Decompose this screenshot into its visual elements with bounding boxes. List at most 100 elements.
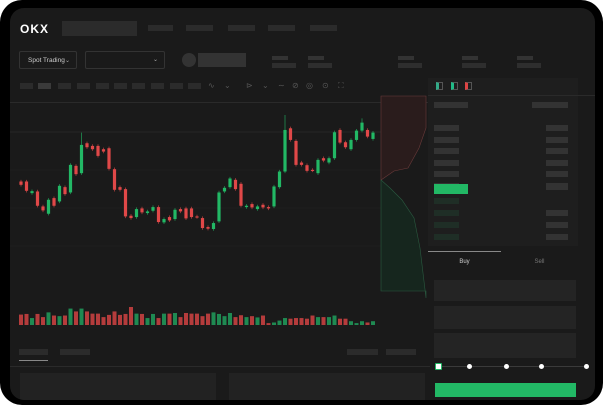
draw-line-icon[interactable]: ⌄ [224, 81, 231, 90]
volume-bar [129, 307, 133, 325]
candle-body [79, 144, 84, 174]
candle-body [162, 219, 166, 223]
active-tab-underline [19, 360, 48, 361]
candlestick-chart[interactable] [10, 8, 430, 338]
bid-price [434, 198, 459, 204]
stat-value [272, 63, 296, 68]
volume-bar [123, 313, 128, 325]
candle-body [101, 149, 106, 152]
volume-bar [24, 313, 29, 325]
candle-body [134, 209, 139, 218]
depth-asks-area [380, 95, 427, 181]
volume-bar [85, 311, 89, 325]
candle-body [316, 159, 320, 174]
indicator-icon[interactable]: ∿ [208, 81, 215, 90]
candle-body [184, 208, 188, 219]
candle-body [343, 142, 348, 148]
slider-stop[interactable] [467, 364, 472, 369]
search-bar[interactable] [62, 21, 137, 36]
orderbook-both-icon[interactable] [436, 82, 443, 90]
filter-button[interactable] [347, 349, 378, 355]
candle-body [24, 181, 29, 191]
price-input[interactable] [434, 280, 576, 301]
fullscreen-icon[interactable]: ⊙ [322, 81, 329, 90]
ask-price [434, 148, 459, 154]
orderbook-asks-icon[interactable] [465, 82, 472, 90]
nav-item[interactable] [148, 25, 173, 31]
volume-bar [162, 313, 166, 325]
timeframe-button[interactable] [58, 83, 71, 89]
camera-icon[interactable]: ⌄ [262, 81, 269, 90]
volume-bar [217, 313, 221, 325]
nav-item[interactable] [228, 25, 255, 31]
pair-dropdown[interactable]: ⌄ [85, 51, 165, 69]
slider-stop[interactable] [539, 364, 544, 369]
ask-size [546, 171, 568, 177]
nav-item[interactable] [268, 25, 295, 31]
ruler-icon[interactable]: ⊳ [246, 81, 253, 90]
tab-sell[interactable]: Sell [534, 259, 545, 265]
slider-handle[interactable] [435, 363, 442, 370]
candle-body [349, 139, 353, 150]
nav-item[interactable] [186, 25, 213, 31]
coin-icon [182, 53, 196, 67]
volume-bar [222, 316, 227, 325]
bid-size [546, 222, 568, 228]
candle-body [145, 211, 150, 214]
slider-stop[interactable] [504, 364, 509, 369]
candle-body [360, 122, 364, 131]
candle-body [206, 227, 210, 229]
tab-open-orders[interactable] [19, 349, 48, 355]
timeframe-button[interactable] [114, 83, 127, 89]
total-input[interactable] [434, 333, 576, 358]
orderbook-bids-icon[interactable] [451, 82, 458, 90]
tab-order-history[interactable] [60, 349, 90, 355]
fullscreen-icon[interactable]: ⊘ [292, 81, 299, 90]
volume-bar [261, 315, 265, 325]
slider-track[interactable] [438, 366, 588, 367]
filter-button[interactable] [386, 349, 416, 355]
timeframe-button[interactable] [188, 83, 201, 89]
candle-body [272, 186, 276, 207]
timeframe-button[interactable] [132, 83, 145, 89]
timeframe-button[interactable] [38, 83, 51, 89]
volume-bar [277, 320, 282, 325]
slider-stop[interactable] [584, 364, 589, 369]
timeframe-button[interactable] [77, 83, 90, 89]
volume-bar [46, 312, 51, 325]
nav-item[interactable] [310, 25, 337, 31]
buy-button[interactable] [435, 383, 576, 397]
timeframe-button[interactable] [170, 83, 183, 89]
stat-label [517, 56, 533, 60]
ask-price [434, 159, 459, 166]
volume-bar [57, 316, 62, 325]
fullscreen-icon[interactable]: ⛶ [338, 81, 344, 90]
chevron-down-icon: ⌄ [64, 58, 70, 64]
fullscreen-icon[interactable]: ◎ [306, 81, 313, 90]
divider [428, 95, 595, 96]
candle-body [277, 171, 282, 188]
bid-size [546, 184, 568, 190]
market-type-dropdown[interactable]: Spot Trading ⌄ [19, 51, 77, 69]
volume-bar [211, 312, 216, 325]
candle-body [46, 199, 51, 214]
candle-body [365, 129, 370, 137]
candle-body [228, 178, 232, 188]
volume-bar [189, 313, 194, 325]
timeframe-button[interactable] [151, 83, 164, 89]
amount-input[interactable] [434, 306, 576, 329]
settings-icon[interactable]: ∼ [278, 81, 285, 90]
timeframe-button[interactable] [20, 83, 33, 89]
volume-bar [178, 317, 183, 325]
volume-bar [63, 315, 67, 325]
candle-body [129, 215, 133, 219]
volume-bar [145, 318, 150, 325]
timeframe-button[interactable] [96, 83, 109, 89]
volume-bar [96, 313, 100, 325]
tab-buy[interactable]: Buy [459, 259, 470, 265]
stat-label [398, 56, 414, 60]
candle-body [41, 206, 45, 211]
volume-bar [118, 314, 122, 325]
volume-bar [338, 318, 342, 325]
volume-bar [151, 313, 155, 325]
